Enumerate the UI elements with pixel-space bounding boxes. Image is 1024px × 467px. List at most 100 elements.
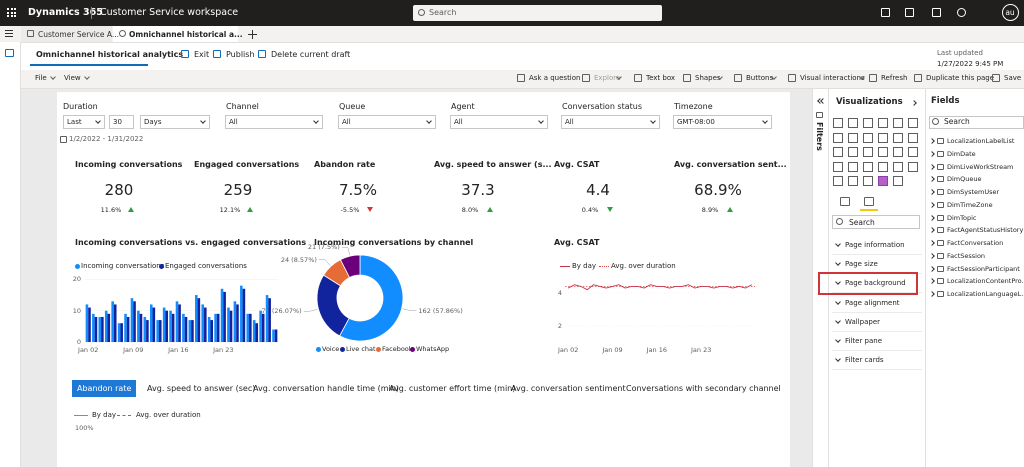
- field-table[interactable]: DimSystemUser: [947, 188, 1000, 196]
- slicer-box[interactable]: [109, 115, 134, 129]
- metric-tab[interactable]: Avg. speed to answer (sec): [147, 384, 256, 393]
- field-table[interactable]: DimQueue: [947, 175, 982, 184]
- search-box[interactable]: [413, 5, 662, 21]
- metric-tab[interactable]: Abandon rate: [72, 380, 137, 397]
- metric-tab[interactable]: Avg. conversation sentiment: [511, 384, 626, 393]
- header-action[interactable]: Delete current draft: [271, 50, 351, 59]
- slicer-box[interactable]: [561, 115, 660, 129]
- toolbar-action[interactable]: Visual interactions: [800, 74, 865, 82]
- session-tab-label[interactable]: Customer Service A...: [38, 30, 120, 39]
- visual-icon[interactable]: [833, 147, 843, 157]
- visual-icon[interactable]: [833, 132, 843, 143]
- field-table[interactable]: DimLiveWorkStream: [947, 162, 1014, 171]
- visual-icon[interactable]: [893, 118, 903, 128]
- toolbar-action[interactable]: Save: [1004, 74, 1022, 82]
- visual-icon[interactable]: [908, 147, 918, 157]
- waffle-dot: [7, 8, 9, 10]
- field-table[interactable]: DimTopic: [947, 213, 977, 222]
- field-table[interactable]: LocalizationLanguageL...: [947, 290, 1024, 298]
- kpi-title: Engaged conversations: [194, 160, 300, 169]
- slicer-value[interactable]: Last: [67, 118, 82, 126]
- filters-title[interactable]: Filters: [815, 122, 824, 151]
- visual-icon[interactable]: [848, 147, 858, 157]
- toolbar-action[interactable]: Refresh: [881, 74, 908, 82]
- visual-icon[interactable]: [848, 118, 858, 128]
- slicer-box[interactable]: [338, 115, 436, 129]
- visual-icon[interactable]: [893, 147, 903, 157]
- format-section[interactable]: Page information: [845, 241, 905, 249]
- visual-icon[interactable]: [833, 176, 843, 186]
- field-table[interactable]: FactSession: [947, 251, 986, 260]
- slicer-value[interactable]: All: [565, 118, 574, 126]
- visual-icon[interactable]: [833, 118, 843, 128]
- header-action[interactable]: Publish: [226, 50, 255, 59]
- visual-icon[interactable]: [863, 147, 873, 157]
- header-action[interactable]: Exit: [194, 50, 210, 59]
- toolbar-action[interactable]: Buttons: [746, 74, 774, 82]
- visual-icon[interactable]: [893, 176, 903, 186]
- format-section[interactable]: Filter pane: [845, 337, 883, 345]
- menu[interactable]: View: [64, 74, 81, 82]
- visual-icon[interactable]: [878, 132, 888, 143]
- metric-tab[interactable]: Avg. conversation handle time (min): [253, 384, 399, 393]
- field-table[interactable]: DimDate: [947, 149, 976, 158]
- report-tab[interactable]: Omnichannel historical analytics: [36, 50, 184, 59]
- toolbar-action[interactable]: Ask a question: [529, 74, 581, 82]
- field-table[interactable]: FactSessionParticipant: [947, 264, 1020, 273]
- session-tab[interactable]: [113, 26, 238, 42]
- avatar[interactable]: [1002, 4, 1019, 21]
- format-section[interactable]: Filter cards: [845, 356, 884, 365]
- visual-icon[interactable]: [848, 176, 858, 186]
- slicer-value[interactable]: All: [229, 118, 238, 126]
- field-table[interactable]: DimTimeZone: [947, 200, 993, 209]
- search-placeholder[interactable]: Search: [429, 8, 457, 17]
- slicer-box[interactable]: [450, 115, 548, 129]
- field-table[interactable]: FactConversation: [947, 239, 1004, 247]
- menu[interactable]: File: [35, 74, 47, 82]
- visual-icon[interactable]: [863, 118, 873, 128]
- search-placeholder[interactable]: Search: [944, 117, 970, 126]
- new-tab[interactable]: [252, 30, 253, 39]
- field-table[interactable]: FactAgentStatusHistory: [947, 226, 1024, 235]
- slicer-box[interactable]: [225, 115, 323, 129]
- visual-icon[interactable]: [908, 161, 918, 172]
- visual-icon[interactable]: [833, 161, 843, 172]
- visual-icon[interactable]: [878, 161, 888, 172]
- slicer-box[interactable]: [140, 115, 210, 129]
- format-section[interactable]: Wallpaper: [845, 317, 881, 326]
- slicer-box[interactable]: [63, 115, 105, 129]
- format-section[interactable]: Page alignment: [845, 298, 900, 307]
- visual-icon[interactable]: [863, 176, 873, 186]
- visual-icon[interactable]: [848, 132, 858, 143]
- slicer-value[interactable]: All: [342, 118, 351, 126]
- visual-icon[interactable]: [878, 118, 888, 128]
- visual-icon[interactable]: [878, 147, 888, 157]
- visual-icon[interactable]: [893, 132, 903, 143]
- toolbar-action[interactable]: Explore: [594, 74, 621, 82]
- session-tab[interactable]: [21, 26, 112, 42]
- metric-tab[interactable]: Avg. customer effort time (min): [389, 384, 516, 393]
- toolbar-action[interactable]: Shapes: [695, 74, 721, 82]
- visual-icon[interactable]: [908, 118, 918, 128]
- field-table[interactable]: LocalizationLabelList: [947, 137, 1015, 145]
- format-section[interactable]: Page background: [845, 279, 906, 288]
- visual-icon[interactable]: [878, 176, 888, 186]
- toolbar-action[interactable]: Text box: [646, 74, 676, 82]
- toolbar-action[interactable]: Duplicate this page: [926, 74, 995, 82]
- visual-icon[interactable]: [863, 132, 873, 143]
- slicer-value[interactable]: Days: [144, 118, 162, 126]
- visual-icon[interactable]: [893, 161, 903, 172]
- slicer-box[interactable]: [673, 115, 772, 129]
- field-table[interactable]: LocalizationContentPro...: [947, 277, 1024, 286]
- slicer-value[interactable]: 30: [113, 118, 122, 126]
- visual-icon[interactable]: [863, 161, 873, 172]
- session-tab-label[interactable]: Omnichannel historical a...: [129, 30, 243, 39]
- slicer-value[interactable]: All: [454, 118, 463, 126]
- metric-tab[interactable]: Conversations with secondary channel: [626, 384, 781, 393]
- search-placeholder[interactable]: Search: [849, 218, 875, 227]
- search-box[interactable]: [832, 215, 920, 229]
- visual-icon[interactable]: [848, 161, 858, 172]
- slicer-value[interactable]: GMT-08:00: [677, 118, 715, 126]
- format-section[interactable]: Page size: [845, 260, 878, 269]
- visual-icon[interactable]: [908, 132, 918, 143]
